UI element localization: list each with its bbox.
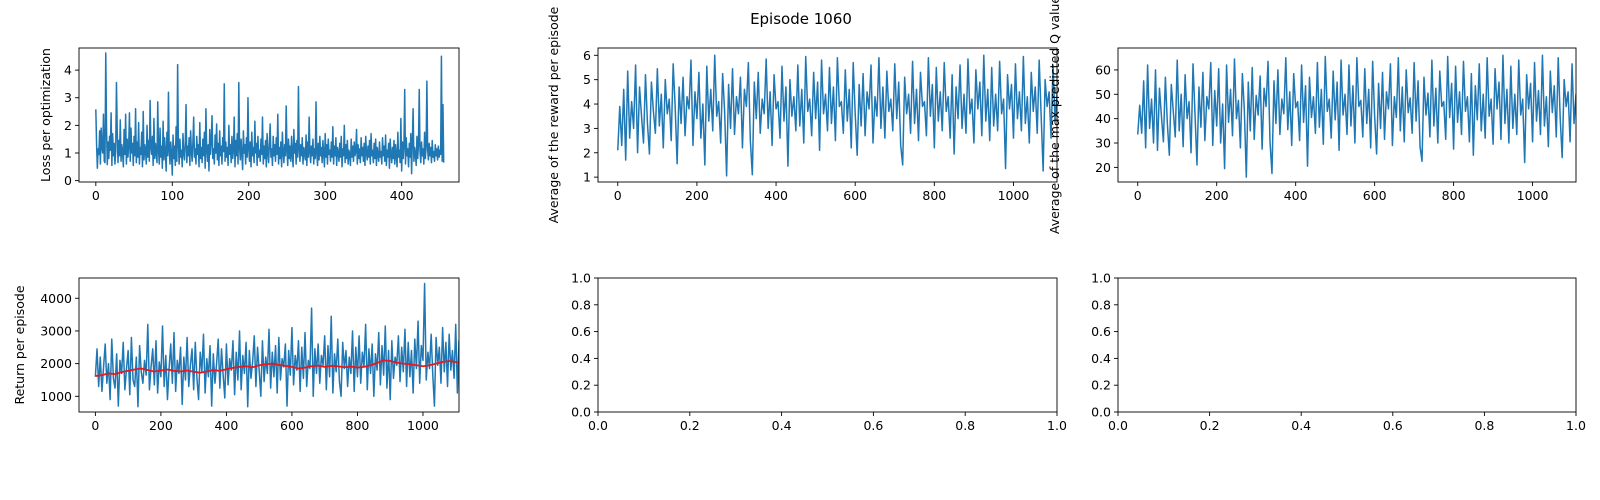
empty2-y-tick-label: 0.0 bbox=[1091, 405, 1111, 420]
return-y-tick-label: 2000 bbox=[40, 356, 72, 371]
reward-y-axis-label: Average of the reward per episode bbox=[546, 6, 561, 223]
reward-y-tick-label: 3 bbox=[583, 121, 591, 136]
empty1-y-tick-label: 0.0 bbox=[571, 405, 591, 420]
return-series-line-1 bbox=[94, 282, 459, 408]
qvalue-y-tick-label: 60 bbox=[1095, 62, 1111, 77]
empty1-x-tick-label: 0.0 bbox=[588, 418, 608, 433]
return-x-tick-label: 0 bbox=[91, 418, 99, 433]
figure-suptitle: Episode 1060 bbox=[750, 10, 852, 28]
empty2-x-tick-label: 0.2 bbox=[1200, 418, 1220, 433]
empty1-y-tick-label: 0.2 bbox=[571, 378, 591, 393]
loss-x-tick-label: 300 bbox=[313, 188, 337, 203]
subplot-reward: 0 200 400 600 800 1000 1 2 3 4 5 6 Average of the re… bbox=[546, 6, 1058, 223]
reward-y-tick-label: 5 bbox=[583, 72, 591, 87]
empty1-y-tick-label: 1.0 bbox=[571, 271, 591, 286]
return-axes-frame bbox=[78, 277, 460, 413]
loss-y-axis-label: Loss per optimization bbox=[38, 48, 53, 182]
reward-x-tick-label: 400 bbox=[764, 188, 788, 203]
reward-x-tick-label: 0 bbox=[614, 188, 622, 203]
empty1-y-tick-label: 0.6 bbox=[571, 324, 591, 339]
qvalue-y-tick-label: 30 bbox=[1095, 136, 1111, 151]
empty2-axes-frame bbox=[1117, 277, 1577, 413]
reward-x-tick-label: 800 bbox=[922, 188, 946, 203]
qvalue-x-tick-label: 400 bbox=[1284, 188, 1308, 203]
empty1-y-tick-label: 0.8 bbox=[571, 297, 591, 312]
empty2-x-tick-label: 0.4 bbox=[1291, 418, 1311, 433]
reward-y-tick-label: 6 bbox=[583, 48, 591, 63]
return-series-line-2 bbox=[95, 359, 459, 377]
qvalue-x-tick-label: 200 bbox=[1205, 188, 1229, 203]
loss-x-tick-label: 400 bbox=[390, 188, 414, 203]
empty1-x-tick-label: 0.6 bbox=[863, 418, 883, 433]
loss-x-tick-label: 0 bbox=[92, 188, 100, 203]
empty2-y-tick-label: 0.4 bbox=[1091, 351, 1111, 366]
empty2-x-tick-label: 0.6 bbox=[1383, 418, 1403, 433]
loss-y-tick-label: 2 bbox=[64, 118, 72, 133]
loss-y-tick-label: 1 bbox=[64, 145, 72, 160]
qvalue-y-tick-label: 20 bbox=[1095, 160, 1111, 175]
qvalue-x-tick-label: 800 bbox=[1442, 188, 1466, 203]
loss-axes-frame bbox=[78, 47, 460, 183]
subplot-return: 0 200 400 600 800 1000 1000 2000 3000 4000 Return … bbox=[12, 277, 460, 433]
subplot-qvalue: 0 200 400 600 800 1000 20 30 40 50 60 Average of th… bbox=[1047, 0, 1577, 234]
qvalue-x-tick-label: 0 bbox=[1134, 188, 1142, 203]
empty2-x-tick-label: 0.8 bbox=[1474, 418, 1494, 433]
loss-y-tick-label: 0 bbox=[64, 173, 72, 188]
qvalue-y-axis-label: Average of the max predicted Q value bbox=[1047, 0, 1062, 234]
loss-y-tick-label: 4 bbox=[64, 63, 72, 78]
empty1-x-tick-label: 0.8 bbox=[955, 418, 975, 433]
empty2-x-tick-label: 1.0 bbox=[1566, 418, 1586, 433]
qvalue-y-tick-label: 40 bbox=[1095, 111, 1111, 126]
empty2-y-tick-label: 1.0 bbox=[1091, 271, 1111, 286]
return-y-axis-label: Return per episode bbox=[12, 285, 27, 404]
return-x-tick-label: 800 bbox=[346, 418, 370, 433]
reward-y-tick-label: 2 bbox=[583, 145, 591, 160]
empty2-x-tick-label: 0.0 bbox=[1108, 418, 1128, 433]
loss-x-tick-label: 100 bbox=[160, 188, 184, 203]
loss-x-tick-label: 200 bbox=[237, 188, 261, 203]
reward-y-tick-label: 4 bbox=[583, 97, 591, 112]
empty1-y-tick-label: 0.4 bbox=[571, 351, 591, 366]
reward-x-tick-label: 1000 bbox=[998, 188, 1030, 203]
reward-series-line-1 bbox=[617, 54, 1057, 177]
empty2-y-tick-label: 0.8 bbox=[1091, 297, 1111, 312]
empty1-x-tick-label: 0.4 bbox=[772, 418, 792, 433]
return-x-tick-label: 400 bbox=[214, 418, 238, 433]
empty1-x-tick-label: 0.2 bbox=[680, 418, 700, 433]
reward-x-tick-label: 200 bbox=[685, 188, 709, 203]
qvalue-x-tick-label: 1000 bbox=[1517, 188, 1549, 203]
return-x-tick-label: 1000 bbox=[407, 418, 439, 433]
qvalue-axes-frame bbox=[1117, 47, 1577, 183]
qvalue-series-line-1 bbox=[1136, 54, 1576, 178]
empty2-y-tick-label: 0.6 bbox=[1091, 324, 1111, 339]
loss-series-line-1 bbox=[95, 52, 445, 176]
return-y-tick-label: 1000 bbox=[40, 389, 72, 404]
empty2-y-tick-label: 0.2 bbox=[1091, 378, 1111, 393]
reward-y-tick-label: 1 bbox=[583, 170, 591, 185]
reward-x-tick-label: 600 bbox=[843, 188, 867, 203]
reward-axes-frame bbox=[597, 47, 1058, 183]
empty1-x-tick-label: 1.0 bbox=[1047, 418, 1067, 433]
loss-y-tick-label: 3 bbox=[64, 90, 72, 105]
qvalue-y-tick-label: 50 bbox=[1095, 87, 1111, 102]
subplot-loss: 0 100 200 300 400 0 1 2 3 4 Loss per optimization bbox=[38, 47, 460, 203]
return-y-tick-label: 4000 bbox=[40, 291, 72, 306]
subplot-empty-2: 0.0 0.2 0.4 0.6 0.8 1.0 0.0 0.2 0.4 0.6 0.8 1.0 bbox=[1091, 271, 1586, 434]
subplot-empty-1: 0.0 0.2 0.4 0.6 0.8 1.0 0.0 0.2 0.4 0.6 0.8 1.0 bbox=[571, 271, 1067, 434]
return-y-tick-label: 3000 bbox=[40, 323, 72, 338]
return-x-tick-label: 200 bbox=[149, 418, 173, 433]
empty1-axes-frame bbox=[597, 277, 1058, 413]
qvalue-x-tick-label: 600 bbox=[1363, 188, 1387, 203]
return-x-tick-label: 600 bbox=[280, 418, 304, 433]
